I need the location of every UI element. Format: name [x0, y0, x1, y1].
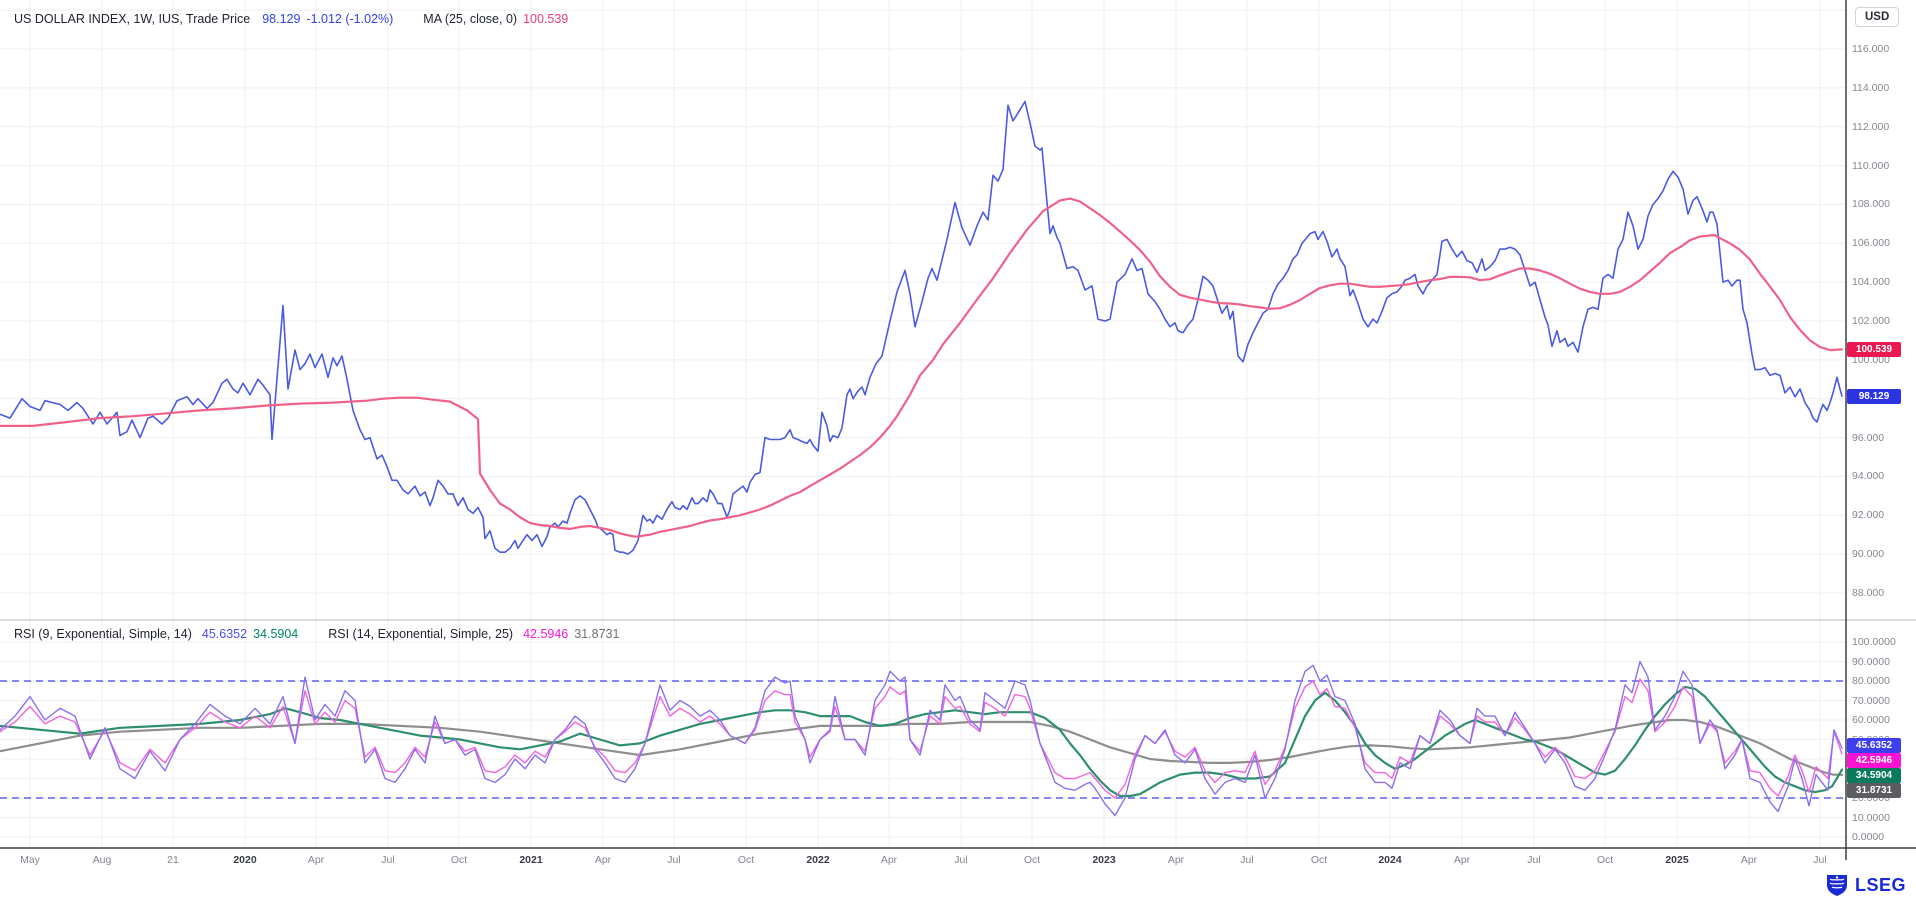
price-axis-label: 112.000	[1852, 120, 1890, 133]
rsi-axis-label: 10.0000	[1852, 811, 1890, 824]
rsi-axis-label: 0.0000	[1852, 831, 1885, 843]
rsi-axis-label: 70.0000	[1852, 694, 1890, 707]
time-axis-label: Oct	[1596, 854, 1614, 866]
price-axis-label: 116.000	[1852, 43, 1890, 55]
price-axis-label: 94.000	[1852, 470, 1885, 483]
price-axis-label: 100.000	[1852, 353, 1890, 366]
rsi14-value: 42.5946	[523, 627, 569, 641]
time-axis-label: Apr	[1453, 854, 1471, 866]
time-axis-label: Oct	[1023, 854, 1041, 866]
time-axis-label: 2021	[519, 854, 543, 866]
rsi-axis-label: 90.0000	[1852, 655, 1890, 668]
time-axis-label: Oct	[450, 854, 468, 866]
lseg-crest-icon	[1824, 872, 1850, 898]
price-change-value: -1.012 (-1.02%)	[306, 12, 394, 26]
rsi-axis-label: 80.0000	[1852, 675, 1890, 687]
rsi9-legend-title: RSI (9, Exponential, Simple, 14)	[14, 627, 192, 641]
price-axis-label: 92.000	[1852, 509, 1885, 522]
axis-value-badge: 42.5946	[1847, 752, 1901, 768]
time-axis-label: Jul	[667, 854, 681, 866]
price-legend-title: US DOLLAR INDEX, 1W, IUS, Trade Price	[14, 12, 251, 26]
time-axis-label: Apr	[880, 854, 898, 866]
time-axis-label: May	[20, 854, 40, 866]
time-axis-label: Apr	[594, 854, 612, 866]
time-axis-label: Jul	[954, 854, 968, 866]
time-axis-label: Jul	[1240, 854, 1254, 866]
price-axis-label: 114.000	[1852, 81, 1890, 94]
time-axis-label: 2020	[233, 854, 257, 866]
price-axis-label: 108.000	[1852, 198, 1890, 211]
time-axis-label: 2025	[1665, 854, 1689, 866]
axis-value-badge: 34.5904	[1847, 767, 1901, 783]
time-axis-label: Jul	[381, 854, 395, 866]
price-axis-label: 90.000	[1852, 548, 1885, 561]
lseg-logo: LSEG	[1824, 872, 1906, 898]
price-legend[interactable]: US DOLLAR INDEX, 1W, IUS, Trade Price 98…	[14, 12, 568, 26]
price-axis-label: 106.000	[1852, 237, 1890, 250]
ma-value: 100.539	[523, 12, 569, 26]
time-axis-label: 21	[167, 854, 179, 866]
price-last-value: 98.129	[262, 12, 301, 26]
lseg-wordmark: LSEG	[1855, 874, 1907, 895]
time-axis-label: 2022	[806, 854, 830, 866]
price-axis-label: 88.000	[1852, 587, 1885, 599]
axis-value-badge: 100.539	[1847, 341, 1901, 357]
rsi14-smooth-value: 31.8731	[574, 627, 620, 641]
time-axis-label: Jul	[1527, 854, 1541, 866]
rsi9-value: 45.6352	[201, 627, 248, 641]
time-axis-label: Jul	[1813, 854, 1827, 866]
time-axis-label: 2024	[1378, 854, 1402, 866]
price-axis-label: 102.000	[1852, 315, 1890, 327]
rsi9-smooth-value: 34.5904	[253, 627, 299, 641]
time-axis-label: Apr	[307, 854, 325, 866]
axis-value-badge: 98.129	[1847, 388, 1901, 404]
time-axis-label: Apr	[1740, 854, 1758, 866]
rsi-axis-label: 60.0000	[1852, 714, 1890, 726]
rsi-legend[interactable]: RSI (9, Exponential, Simple, 14) 45.6352…	[14, 627, 619, 641]
currency-axis-chip: USD	[1855, 7, 1900, 27]
price-axis-label: 96.000	[1852, 431, 1885, 444]
axis-value-badge: 31.8731	[1847, 782, 1901, 798]
price-axis-label: 104.000	[1852, 276, 1890, 289]
time-axis-label: Oct	[737, 854, 755, 866]
chart-canvas[interactable]	[0, 0, 1846, 848]
time-axis-label: Oct	[1310, 854, 1328, 866]
rsi-axis-label: 100.0000	[1852, 636, 1896, 648]
time-axis-label: Apr	[1167, 854, 1185, 866]
ma-legend-title: MA (25, close, 0)	[423, 12, 518, 26]
axis-value-badge: 45.6352	[1847, 737, 1901, 753]
time-axis-label: 2023	[1092, 854, 1116, 866]
price-axis-label: 110.000	[1852, 159, 1890, 172]
rsi14-legend-title: RSI (14, Exponential, Simple, 25)	[328, 627, 514, 641]
time-axis-label: Aug	[92, 854, 112, 866]
